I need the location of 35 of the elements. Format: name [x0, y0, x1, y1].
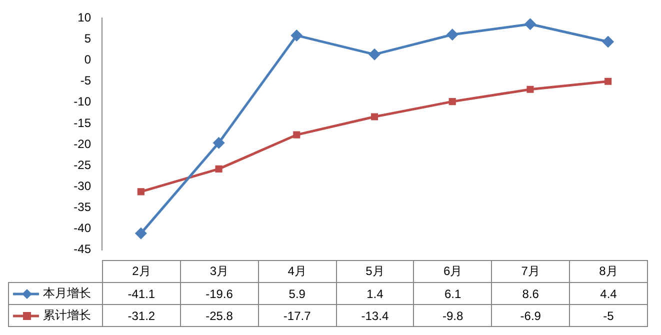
y-tick-label: -25 — [74, 158, 92, 172]
data-label: -6.9 — [492, 304, 570, 326]
data-label: 8.6 — [492, 282, 570, 304]
data-label: -17.7 — [258, 304, 336, 326]
y-tick-label: -30 — [74, 178, 92, 193]
x-tick-label: 5月 — [336, 260, 414, 282]
y-tick-label: -45 — [74, 242, 92, 256]
x-tick-label: 4月 — [258, 260, 336, 282]
y-tick-label: -10 — [74, 94, 92, 109]
data-label: 1.4 — [336, 282, 414, 304]
y-tick-label: -5 — [80, 74, 92, 88]
x-tick-label: 6月 — [414, 260, 492, 282]
data-label: -31.2 — [102, 304, 180, 326]
x-tick-label: 3月 — [180, 260, 258, 282]
x-tick-label: 2月 — [102, 260, 180, 282]
x-tick-label: 7月 — [492, 260, 570, 282]
legend-label: 本月增长 — [43, 286, 91, 300]
y-tick-label: -35 — [74, 200, 92, 214]
data-label: -5 — [570, 304, 648, 326]
data-label: -9.8 — [414, 304, 492, 326]
x-tick-label: 8月 — [570, 260, 648, 282]
data-label: -19.6 — [180, 282, 258, 304]
data-label: -25.8 — [180, 304, 258, 326]
y-tick-label: 10 — [78, 10, 92, 25]
y-tick-label: 0 — [84, 52, 92, 67]
y-tick-label: -40 — [74, 221, 92, 236]
data-label: 4.4 — [570, 282, 648, 304]
legend-label: 累计增长 — [43, 308, 91, 322]
y-tick-label: -20 — [74, 136, 92, 151]
data-label: -13.4 — [336, 304, 414, 326]
y-tick-label: 5 — [84, 32, 92, 46]
y-tick-label: -15 — [74, 116, 92, 130]
data-label: -41.1 — [102, 282, 180, 304]
data-label: 5.9 — [258, 282, 336, 304]
data-label: 6.1 — [414, 282, 492, 304]
